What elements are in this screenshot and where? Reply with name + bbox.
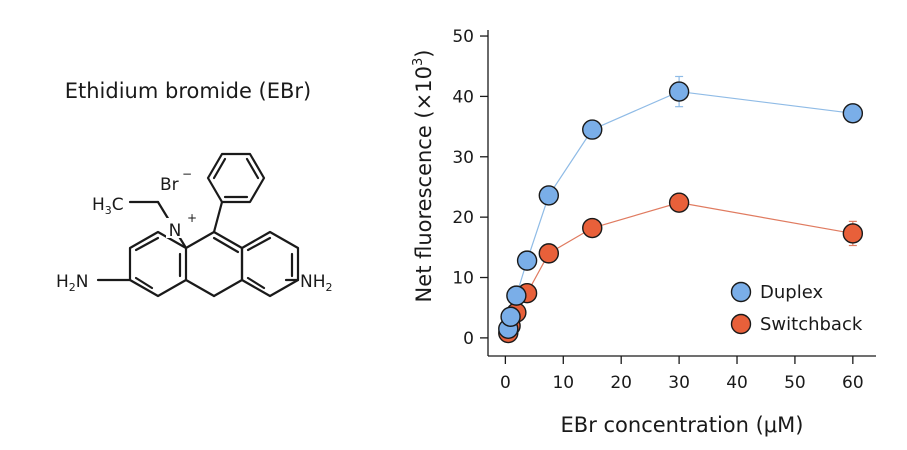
molecule-title: Ethidium bromide (EBr) <box>65 79 312 103</box>
x-tick-label: 20 <box>610 373 632 393</box>
phenyl-link-bond <box>212 200 224 234</box>
bromide-charge: − <box>182 167 192 181</box>
x-tick-label: 0 <box>500 373 511 393</box>
duplex-point <box>500 306 521 327</box>
duplex-point <box>842 103 864 124</box>
central-ring-double-bond <box>212 236 240 254</box>
switchback-point <box>842 223 864 244</box>
left-ring-double-bond <box>134 236 160 252</box>
x-tick-label: 50 <box>784 373 806 393</box>
legend-switchback-marker <box>730 313 752 335</box>
left-amine-subscript: 2 <box>69 281 76 294</box>
x-tick-label: 10 <box>552 373 574 393</box>
right-ring-double-bond <box>246 276 266 290</box>
left-amine-n: N <box>76 272 89 292</box>
legend-switchback-label: Switchback <box>760 314 863 335</box>
duplex-point <box>538 185 560 206</box>
y-axis-label-close: ) <box>412 50 436 58</box>
legend-duplex-marker <box>730 281 752 303</box>
phenyl-ring <box>206 152 266 204</box>
switchback-point <box>582 217 603 239</box>
switchback-point <box>538 243 560 264</box>
y-axis-label-superscript: 3 <box>411 58 426 66</box>
central-ring-bond <box>212 278 244 298</box>
right-ring-double-bond <box>246 236 272 252</box>
nitrogen-label-backdrop <box>166 218 184 238</box>
methyl-c: C <box>112 195 124 215</box>
right-amine-nh: NH <box>300 272 326 292</box>
molecule-panel: Ethidium bromide (EBr) <box>56 79 333 298</box>
right-ring <box>240 230 300 298</box>
molecule-structure: N + Br − H3C H2N NH2 <box>56 152 333 298</box>
right-amine-label: NH2 <box>300 272 333 294</box>
left-amine-h: H <box>56 272 69 292</box>
y-tick-label: 40 <box>452 87 474 107</box>
left-ring-double-bond <box>134 276 154 290</box>
methyl-subscript: 3 <box>105 204 112 217</box>
y-tick-label: 20 <box>452 208 474 228</box>
right-amine-subscript: 2 <box>326 281 333 294</box>
phenyl-double-bond <box>212 157 227 180</box>
central-ring-bond <box>212 230 244 250</box>
y-axis-label-main: Net fluorescence (×10 <box>412 66 436 302</box>
y-tick-label: 50 <box>452 27 474 47</box>
y-tick-label: 0 <box>463 329 474 349</box>
y-ticks: 0 10 20 30 40 50 <box>452 27 488 349</box>
phenyl-double-bond <box>245 157 260 180</box>
nitrogen-charge: + <box>187 211 197 225</box>
left-ring <box>128 230 188 298</box>
duplex-point <box>668 81 690 102</box>
methyl-h: H <box>92 195 105 215</box>
duplex-point <box>506 285 527 306</box>
bromide-label: Br <box>160 175 179 195</box>
x-tick-label: 40 <box>726 373 748 393</box>
x-tick-label: 60 <box>842 373 864 393</box>
methyl-label: H3C <box>92 195 124 217</box>
y-tick-label: 10 <box>452 269 474 289</box>
legend-duplex-label: Duplex <box>760 282 823 303</box>
y-tick-label: 30 <box>452 148 474 168</box>
central-ring-bond <box>184 230 216 250</box>
switchback-point <box>668 192 690 213</box>
duplex-point <box>582 119 603 140</box>
x-ticks: 0 10 20 30 40 50 60 <box>500 356 864 393</box>
nitrogen-label: N <box>169 221 182 241</box>
series-layer <box>498 75 864 344</box>
central-ring-bond <box>184 278 216 298</box>
duplex-point <box>516 250 538 271</box>
x-axis-label: EBr concentration (μM) <box>561 413 804 437</box>
legend: Duplex Switchback <box>730 281 863 335</box>
chart-panel: 0 10 20 30 40 50 0 10 20 30 40 50 60 EBr concentrat… <box>411 27 876 437</box>
x-tick-label: 30 <box>668 373 690 393</box>
left-amine-label: H2N <box>56 272 89 294</box>
y-axis-label: Net fluorescence (×103) <box>411 50 436 303</box>
